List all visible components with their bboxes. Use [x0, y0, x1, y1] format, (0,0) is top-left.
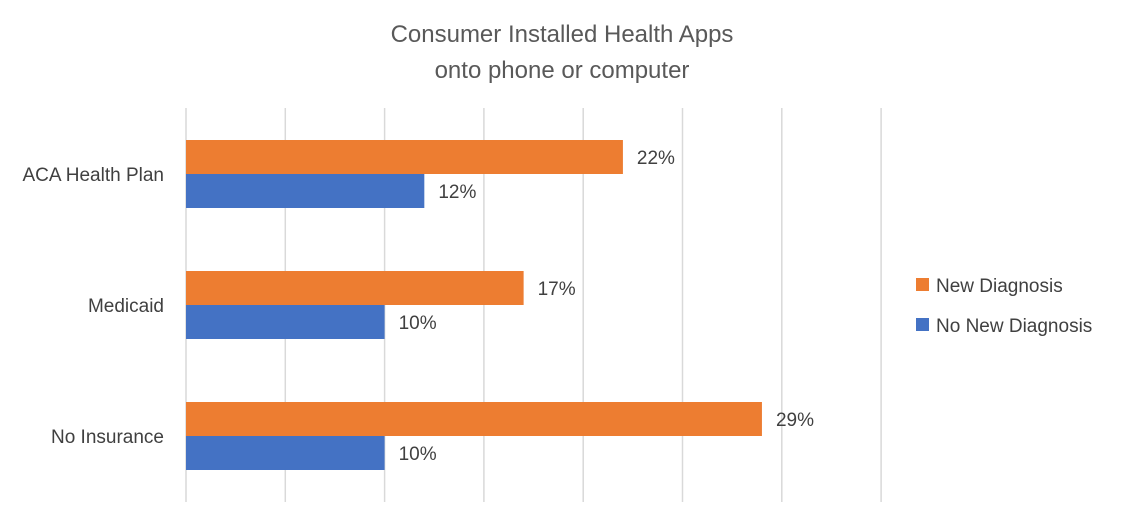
data-label: 29% [776, 410, 814, 431]
category-label: ACA Health Plan [22, 165, 164, 186]
bar-new-diagnosis [186, 271, 524, 305]
category-label: Medicaid [88, 296, 164, 317]
category-label: No Insurance [51, 427, 164, 448]
chart-title-line-2: onto phone or computer [435, 57, 690, 84]
bar-no-new-diagnosis [186, 174, 425, 208]
bar-no-new-diagnosis [186, 436, 385, 470]
legend-swatch [916, 318, 929, 331]
data-label: 22% [637, 148, 675, 169]
bar-new-diagnosis [186, 140, 623, 174]
legend: New Diagnosis No New Diagnosis [916, 276, 1092, 337]
data-labels: 22% 12% 17% 10% 29% 10% [399, 148, 814, 465]
bars [186, 140, 762, 470]
data-label: 10% [399, 313, 437, 334]
bar-no-new-diagnosis [186, 305, 385, 339]
data-label: 10% [399, 444, 437, 465]
chart-title-line-1: Consumer Installed Health Apps [391, 21, 734, 48]
legend-label: New Diagnosis [936, 276, 1063, 297]
chart-title: Consumer Installed Health Apps onto phon… [391, 21, 734, 84]
legend-swatch [916, 278, 929, 291]
bar-new-diagnosis [186, 402, 762, 436]
category-labels: ACA Health Plan Medicaid No Insurance [22, 165, 164, 448]
legend-label: No New Diagnosis [936, 316, 1092, 337]
data-label: 17% [538, 279, 576, 300]
data-label: 12% [438, 182, 476, 203]
